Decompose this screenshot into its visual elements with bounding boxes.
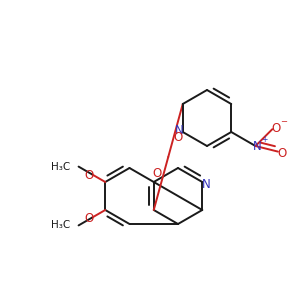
Text: N: N bbox=[174, 124, 183, 136]
Text: −: − bbox=[280, 117, 287, 126]
Text: O: O bbox=[272, 122, 281, 135]
Text: N: N bbox=[202, 178, 211, 191]
Text: O: O bbox=[84, 169, 94, 182]
Text: O: O bbox=[173, 130, 182, 144]
Text: +: + bbox=[261, 136, 268, 145]
Text: O: O bbox=[152, 167, 161, 180]
Text: H₃C: H₃C bbox=[51, 162, 70, 172]
Text: O: O bbox=[84, 212, 94, 225]
Text: O: O bbox=[277, 147, 286, 160]
Text: N: N bbox=[253, 140, 262, 154]
Text: H₃C: H₃C bbox=[51, 220, 70, 230]
